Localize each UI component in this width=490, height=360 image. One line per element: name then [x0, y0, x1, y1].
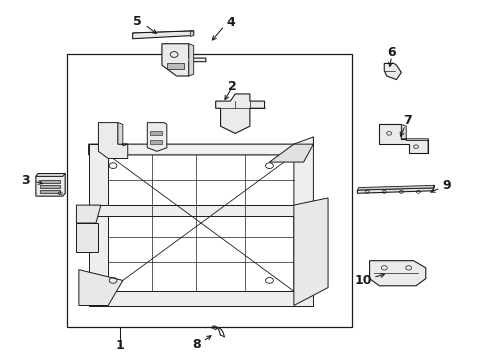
- Polygon shape: [167, 63, 184, 69]
- Polygon shape: [89, 291, 314, 306]
- Polygon shape: [40, 190, 60, 193]
- Polygon shape: [162, 44, 206, 76]
- Polygon shape: [379, 125, 428, 153]
- Text: 7: 7: [403, 114, 412, 127]
- Text: 1: 1: [116, 339, 125, 352]
- Polygon shape: [190, 31, 194, 37]
- Text: 10: 10: [355, 274, 372, 287]
- Polygon shape: [369, 261, 426, 286]
- Polygon shape: [401, 125, 428, 153]
- Polygon shape: [270, 144, 314, 162]
- Polygon shape: [89, 137, 314, 155]
- Bar: [67, 54, 352, 327]
- Text: 8: 8: [192, 338, 200, 351]
- Polygon shape: [36, 174, 65, 196]
- Polygon shape: [147, 123, 167, 151]
- Polygon shape: [76, 223, 98, 252]
- Polygon shape: [98, 123, 128, 158]
- Polygon shape: [89, 144, 108, 291]
- Polygon shape: [118, 123, 128, 146]
- Polygon shape: [40, 185, 60, 188]
- Polygon shape: [89, 205, 314, 216]
- Text: 6: 6: [387, 46, 396, 59]
- Text: 3: 3: [21, 174, 29, 186]
- Polygon shape: [357, 185, 435, 190]
- Text: 5: 5: [133, 15, 142, 28]
- Polygon shape: [150, 140, 162, 144]
- Text: 9: 9: [442, 179, 451, 192]
- Polygon shape: [76, 205, 101, 223]
- Polygon shape: [79, 270, 123, 306]
- Polygon shape: [133, 31, 194, 39]
- Polygon shape: [216, 94, 265, 134]
- Polygon shape: [294, 198, 328, 306]
- Polygon shape: [40, 180, 60, 183]
- Polygon shape: [384, 63, 401, 80]
- Polygon shape: [150, 131, 162, 135]
- Polygon shape: [189, 44, 194, 76]
- Polygon shape: [294, 137, 314, 291]
- Text: 2: 2: [228, 80, 237, 93]
- Polygon shape: [36, 174, 65, 176]
- Text: 4: 4: [226, 16, 235, 29]
- Polygon shape: [357, 185, 435, 193]
